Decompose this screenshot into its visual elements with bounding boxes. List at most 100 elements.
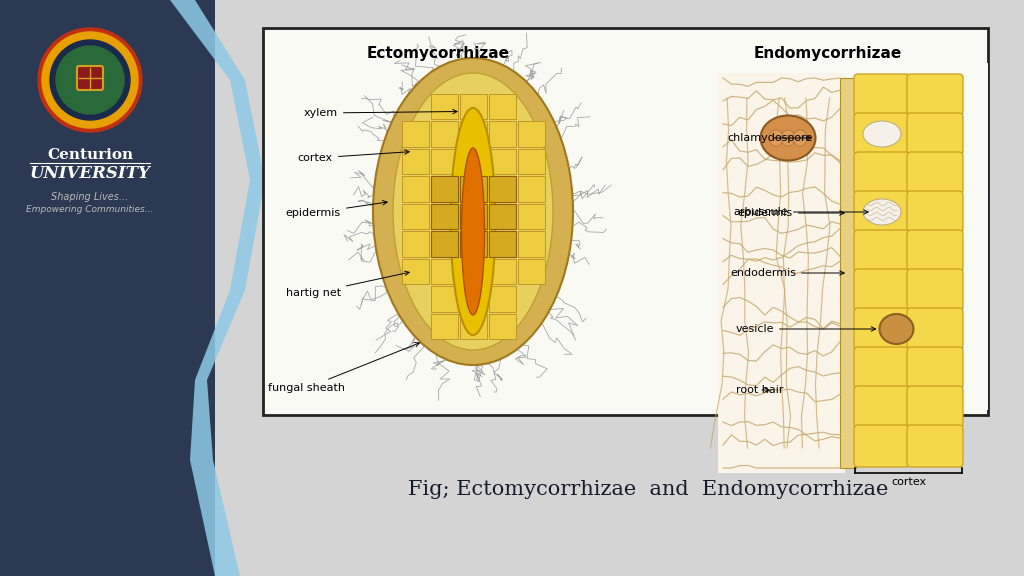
Bar (718, 73, 845, 473)
Text: Empowering Communities...: Empowering Communities... (27, 205, 154, 214)
FancyBboxPatch shape (517, 204, 545, 229)
FancyBboxPatch shape (430, 176, 458, 202)
FancyBboxPatch shape (77, 66, 103, 90)
FancyBboxPatch shape (430, 149, 458, 175)
Ellipse shape (373, 58, 573, 365)
Text: Shaping Lives...: Shaping Lives... (51, 192, 129, 202)
Ellipse shape (880, 314, 913, 344)
FancyBboxPatch shape (854, 347, 910, 389)
FancyBboxPatch shape (460, 204, 486, 229)
FancyBboxPatch shape (854, 308, 910, 350)
Text: Centurion: Centurion (47, 148, 133, 162)
FancyBboxPatch shape (460, 259, 486, 284)
Ellipse shape (793, 130, 807, 146)
FancyBboxPatch shape (460, 149, 486, 175)
Ellipse shape (761, 116, 815, 161)
FancyBboxPatch shape (517, 231, 545, 257)
Text: hartig net: hartig net (286, 271, 410, 298)
FancyBboxPatch shape (430, 176, 458, 202)
FancyBboxPatch shape (907, 308, 963, 350)
FancyBboxPatch shape (401, 231, 428, 257)
FancyBboxPatch shape (430, 259, 458, 284)
Text: Ectomycorrhizae: Ectomycorrhizae (367, 46, 510, 61)
FancyBboxPatch shape (907, 152, 963, 194)
Text: vesicle: vesicle (735, 324, 876, 334)
Bar (263, 28, 988, 415)
FancyBboxPatch shape (907, 386, 963, 428)
FancyBboxPatch shape (854, 191, 910, 233)
FancyBboxPatch shape (401, 259, 428, 284)
FancyBboxPatch shape (430, 204, 458, 229)
Text: fungal sheath: fungal sheath (268, 343, 420, 393)
FancyBboxPatch shape (401, 122, 428, 147)
FancyBboxPatch shape (907, 230, 963, 272)
FancyBboxPatch shape (460, 176, 486, 202)
FancyBboxPatch shape (488, 259, 515, 284)
Text: Fig; Ectomycorrhizae  and  Endomycorrhizae: Fig; Ectomycorrhizae and Endomycorrhizae (408, 480, 889, 499)
FancyBboxPatch shape (460, 313, 486, 339)
Circle shape (50, 40, 130, 120)
Ellipse shape (393, 73, 553, 350)
FancyBboxPatch shape (401, 204, 428, 229)
Ellipse shape (451, 108, 496, 335)
Text: cortex: cortex (298, 150, 410, 163)
Ellipse shape (863, 199, 901, 225)
FancyBboxPatch shape (401, 149, 428, 175)
Text: endodermis: endodermis (730, 268, 844, 278)
FancyBboxPatch shape (430, 286, 458, 312)
FancyBboxPatch shape (488, 122, 515, 147)
Ellipse shape (769, 130, 783, 146)
Text: UNIVERSITY: UNIVERSITY (30, 165, 151, 182)
FancyBboxPatch shape (430, 122, 458, 147)
FancyBboxPatch shape (460, 94, 486, 119)
FancyBboxPatch shape (854, 152, 910, 194)
FancyBboxPatch shape (907, 269, 963, 311)
FancyBboxPatch shape (488, 313, 515, 339)
FancyBboxPatch shape (488, 149, 515, 175)
Bar (0, 0, 215, 576)
Text: xylem: xylem (304, 108, 457, 118)
FancyBboxPatch shape (460, 176, 486, 202)
Ellipse shape (863, 121, 901, 147)
FancyBboxPatch shape (488, 231, 515, 257)
FancyBboxPatch shape (854, 74, 910, 116)
Text: arbuscule: arbuscule (733, 207, 868, 217)
FancyBboxPatch shape (854, 230, 910, 272)
Text: root hair: root hair (735, 385, 783, 395)
FancyBboxPatch shape (460, 204, 486, 229)
FancyBboxPatch shape (460, 122, 486, 147)
FancyBboxPatch shape (488, 231, 515, 257)
FancyBboxPatch shape (488, 176, 515, 202)
FancyBboxPatch shape (488, 204, 515, 229)
Text: cortex: cortex (891, 477, 926, 487)
Text: epidermis: epidermis (286, 200, 387, 218)
Ellipse shape (462, 148, 484, 315)
FancyBboxPatch shape (854, 425, 910, 467)
FancyBboxPatch shape (854, 386, 910, 428)
FancyBboxPatch shape (488, 94, 515, 119)
Polygon shape (170, 0, 265, 576)
Bar (713, 63, 988, 410)
Text: chlamydospore: chlamydospore (728, 133, 813, 143)
FancyBboxPatch shape (907, 425, 963, 467)
Circle shape (38, 28, 142, 132)
FancyBboxPatch shape (854, 269, 910, 311)
FancyBboxPatch shape (488, 176, 515, 202)
FancyBboxPatch shape (854, 113, 910, 155)
Text: Endomycorrhizae: Endomycorrhizae (754, 46, 902, 61)
FancyBboxPatch shape (430, 231, 458, 257)
FancyBboxPatch shape (430, 231, 458, 257)
FancyBboxPatch shape (401, 176, 428, 202)
FancyBboxPatch shape (460, 231, 486, 257)
FancyBboxPatch shape (907, 74, 963, 116)
FancyBboxPatch shape (517, 122, 545, 147)
Text: epidermis: epidermis (738, 208, 844, 218)
FancyBboxPatch shape (488, 286, 515, 312)
Circle shape (42, 32, 138, 128)
FancyBboxPatch shape (460, 231, 486, 257)
FancyBboxPatch shape (517, 259, 545, 284)
FancyBboxPatch shape (907, 347, 963, 389)
Circle shape (56, 46, 124, 114)
FancyBboxPatch shape (460, 286, 486, 312)
FancyBboxPatch shape (517, 176, 545, 202)
